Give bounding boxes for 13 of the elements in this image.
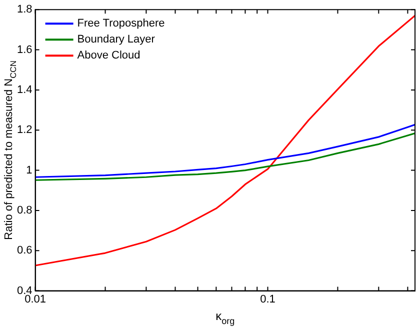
- x-tick-label: 0.1: [260, 293, 276, 306]
- y-tick-label: 1.2: [16, 124, 32, 136]
- y-tick-label: 1.4: [16, 84, 32, 96]
- y-tick-label: 1: [26, 164, 32, 176]
- legend-label: Free Troposphere: [77, 18, 165, 30]
- legend-label: Boundary Layer: [77, 34, 156, 46]
- legend-label: Above Cloud: [77, 50, 140, 62]
- y-tick-label: 1.8: [16, 4, 32, 16]
- y-tick-label: 0.8: [16, 204, 32, 216]
- x-tick-label: 0.01: [24, 293, 46, 306]
- y-tick-label: 0.6: [16, 244, 32, 257]
- y-axis-title: Ratio of predicted to measured NCCN: [3, 60, 18, 240]
- y-tick-label: 1.6: [16, 44, 32, 56]
